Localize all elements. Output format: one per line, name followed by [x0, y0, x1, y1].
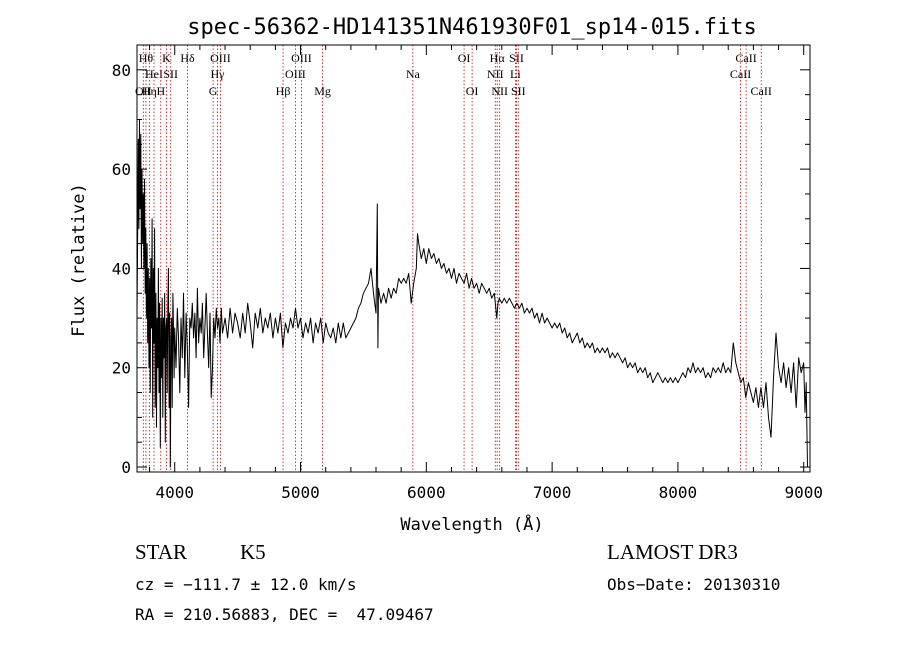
y-tick-label-4: 80 — [112, 61, 131, 80]
marker-label-20: NII — [491, 84, 508, 98]
x-axis-label: Wavelength (Å) — [400, 513, 543, 535]
chart-title: spec-56362-HD141351N461930F01_sp14-015.f… — [187, 15, 757, 40]
y-tick-label-0: 0 — [121, 458, 131, 477]
marker-label-19: Hα — [490, 51, 506, 65]
spectrum-line — [136, 119, 808, 468]
marker-label-18: NII — [487, 67, 504, 81]
marker-label-13: OIII — [291, 51, 312, 65]
marker-label-23: SII — [511, 84, 526, 98]
y-tick-label-3: 60 — [112, 160, 131, 179]
marker-label-12: OIII — [285, 67, 306, 81]
marker-label-7: Hδ — [180, 51, 195, 65]
marker-label-11: Hβ — [276, 84, 291, 98]
object-subclass: K5 — [240, 540, 266, 564]
x-tick-label-3: 7000 — [533, 483, 572, 502]
marker-label-22: SII — [509, 51, 524, 65]
marker-label-25: CaII — [735, 51, 756, 65]
marker-label-17: OI — [466, 84, 479, 98]
x-tick-label-2: 6000 — [407, 483, 446, 502]
y-tick-label-2: 40 — [112, 259, 131, 278]
marker-label-4: H — [156, 84, 165, 98]
spectrum-series — [136, 119, 808, 468]
x-tick-label-4: 8000 — [659, 483, 698, 502]
marker-label-15: Na — [406, 67, 421, 81]
marker-label-21: Li — [510, 67, 521, 81]
x-tick-label-0: 4000 — [155, 483, 194, 502]
marker-label-9: Hγ — [211, 67, 226, 81]
axis-ticks: 4000 5000 6000 7000 8000 9000 0 20 40 60 80 — [112, 45, 823, 502]
y-tick-label-1: 20 — [112, 359, 131, 378]
marker-label-1: Hθ — [139, 51, 154, 65]
y-axis-label: Flux (relative) — [69, 183, 89, 337]
plot-frame — [136, 44, 811, 473]
ra-dec: RA = 210.56883, DEC = 47.09467 — [135, 605, 434, 624]
survey-name: LAMOST DR3 — [607, 540, 738, 564]
x-tick-label-1: 5000 — [281, 483, 320, 502]
marker-label-5: K — [162, 51, 171, 65]
line-markers: OIIHθHηHeIHKSIIHδGHγOIIIHβOIIIOIIIMgNaOI… — [135, 45, 772, 472]
marker-label-2: Hη — [142, 84, 157, 98]
marker-label-16: OI — [458, 51, 471, 65]
x-tick-label-5: 9000 — [784, 483, 823, 502]
marker-label-6: SII — [163, 67, 178, 81]
marker-label-26: CaII — [751, 84, 772, 98]
obs-date: Obs−Date: 20130310 — [607, 575, 781, 594]
marker-label-24: CaII — [730, 67, 751, 81]
marker-label-14: Mg — [314, 84, 331, 98]
marker-label-3: HeI — [145, 67, 163, 81]
marker-label-8: G — [209, 84, 218, 98]
object-class: STAR — [135, 540, 187, 564]
redshift-cz: cz = −111.7 ± 12.0 km/s — [135, 575, 357, 594]
marker-label-10: OIII — [210, 51, 231, 65]
